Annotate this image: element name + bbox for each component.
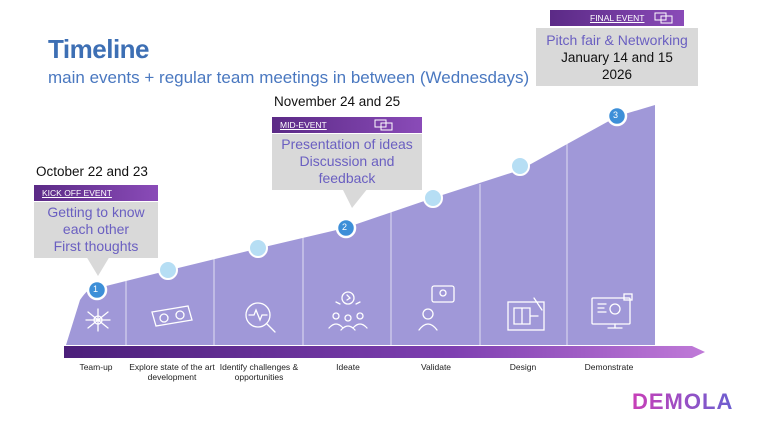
milestone-dots	[158, 156, 530, 280]
logo-text: DEMOLA	[632, 389, 733, 414]
callout-line: each other	[62, 221, 130, 237]
event-date: October 22 and 23	[36, 164, 148, 179]
event-marker-number: 1	[93, 284, 99, 294]
event-date-line: January 14 and 15	[561, 50, 673, 65]
event-callout: Pitch fair & Networking January 14 and 1…	[536, 28, 698, 86]
event-tag-label: KICK OFF EVENT	[42, 188, 112, 198]
person-idea-bubble-icon	[418, 285, 455, 331]
page-subtitle: main events + regular team meetings in b…	[48, 68, 530, 87]
magnifier-pulse-icon	[245, 302, 276, 333]
event-tag-label: FINAL EVENT	[590, 13, 645, 23]
idea-group-icon	[328, 291, 368, 331]
chat-bubbles-icon	[654, 12, 673, 24]
blueprint-icon	[507, 297, 545, 331]
stage-label-explore: Explore state of the art development	[129, 362, 215, 382]
event-tag: FINAL EVENT	[550, 10, 684, 26]
event-callout: Getting to know each other First thought…	[34, 202, 158, 258]
callout-line: Discussion and	[299, 153, 395, 169]
event-date-line: 2026	[601, 67, 633, 82]
callout-line: Presentation of ideas	[281, 136, 413, 152]
chat-bubbles-icon	[374, 119, 393, 131]
team-up-icon	[85, 308, 111, 332]
stage-label-identify: Identify challenges & opportunities	[219, 362, 299, 382]
growth-area	[66, 105, 655, 345]
stage-label-team-up: Team-up	[79, 362, 113, 372]
page-title: Timeline	[48, 34, 150, 64]
event-tag: MID-EVENT	[272, 117, 422, 133]
event-tag-label: MID-EVENT	[280, 120, 327, 130]
presentation-screen-icon	[591, 293, 633, 329]
baseline-arrow	[64, 346, 705, 358]
callout-line: feedback	[318, 170, 376, 186]
callout-line: Pitch fair & Networking	[546, 32, 688, 48]
callout-line: First thoughts	[53, 238, 139, 254]
event-date: November 24 and 25	[274, 94, 401, 109]
event-marker-number: 2	[342, 222, 348, 232]
event-callout: Presentation of ideas Discussion and fee…	[272, 134, 422, 190]
callout-line: Getting to know	[47, 204, 145, 220]
stage-label-design: Design	[509, 362, 537, 372]
event-tag: KICK OFF EVENT	[34, 185, 158, 201]
vr-glasses-icon	[151, 305, 193, 327]
event-marker-number: 3	[613, 110, 619, 120]
stage-dividers	[125, 142, 568, 345]
stage-label-demonstrate: Demonstrate	[584, 362, 634, 372]
stage-label-ideate: Ideate	[336, 362, 360, 372]
demola-logo: DEMOLA	[632, 389, 733, 414]
event-markers	[86, 105, 628, 301]
stage-label-validate: Validate	[420, 362, 452, 372]
